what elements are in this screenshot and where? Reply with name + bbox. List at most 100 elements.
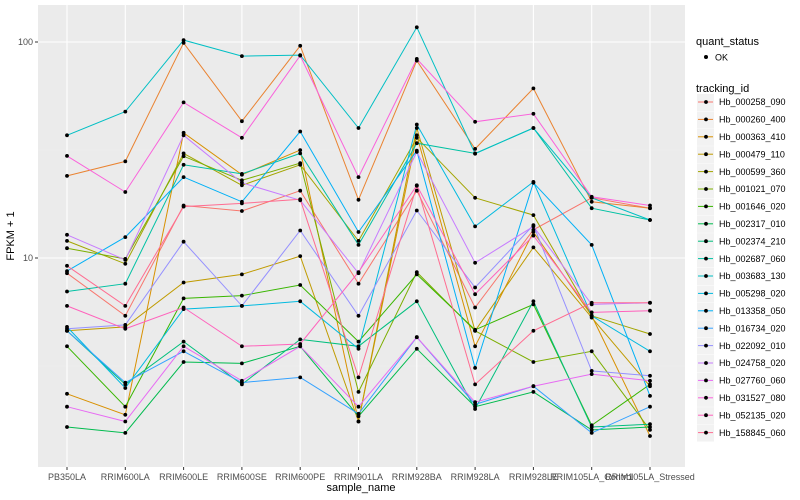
y-axis-title: FPKM + 1 (5, 211, 17, 260)
legend-key-point (704, 326, 708, 331)
data-point-Hb_000260_400 (589, 199, 594, 204)
legend-label: Hb_001021_070 (719, 184, 786, 194)
legend-label: Hb_016734_020 (719, 323, 786, 333)
data-point-Hb_000363_410 (473, 344, 477, 349)
data-point-Hb_001646_020 (298, 283, 303, 287)
data-point-Hb_000599_360 (65, 239, 69, 243)
data-point-Hb_022092_010 (298, 228, 303, 233)
data-point-Hb_027760_060 (181, 344, 186, 349)
data-point-Hb_158845_060 (589, 300, 594, 305)
legend-label: Hb_002374_210 (719, 236, 786, 246)
data-point-Hb_000363_410 (531, 230, 536, 234)
data-point-Hb_158845_060 (531, 328, 536, 333)
legend-label: Hb_158845_060 (719, 428, 786, 438)
data-point-Hb_013358_050 (123, 235, 128, 240)
data-point-Hb_000260_400 (356, 197, 361, 202)
data-point-Hb_031527_080 (531, 111, 536, 116)
legend-label: Hb_000599_360 (719, 167, 786, 177)
legend-key-point (704, 117, 708, 122)
legend-key-point (704, 413, 708, 418)
data-point-Hb_000260_400 (298, 43, 303, 48)
legend-key-point (704, 395, 708, 400)
data-point-Hb_002317_010 (589, 428, 594, 432)
data-point-Hb_000599_360 (648, 332, 652, 336)
data-point-Hb_001021_070 (648, 428, 652, 432)
legend-key-point (704, 134, 708, 139)
x-tick-label: RRIM600LE (159, 472, 208, 482)
data-point-Hb_031527_080 (240, 135, 244, 140)
legend-label: Hb_013358_050 (719, 306, 786, 316)
x-tick-label: RRIM600SE (217, 472, 267, 482)
data-point-Hb_001646_020 (648, 382, 652, 387)
data-point-Hb_001021_070 (356, 390, 361, 394)
data-point-Hb_000258_090 (473, 305, 477, 310)
data-point-Hb_052135_020 (531, 233, 536, 238)
data-point-Hb_031527_080 (298, 53, 303, 58)
legend-key-point (704, 256, 708, 261)
data-point-Hb_000363_410 (298, 148, 303, 153)
data-point-Hb_001646_020 (473, 327, 477, 332)
data-point-Hb_002687_060 (414, 141, 419, 146)
data-point-Hb_000479_110 (414, 126, 419, 130)
data-point-Hb_005298_020 (589, 313, 594, 318)
data-point-Hb_013358_050 (648, 394, 652, 398)
legend-key-point (704, 361, 708, 365)
data-point-Hb_000479_110 (298, 254, 303, 258)
data-point-Hb_000599_360 (123, 261, 128, 266)
legend-key-ok-point (704, 55, 708, 59)
data-point-Hb_002687_060 (181, 162, 186, 167)
x-axis-title: sample_name (326, 482, 395, 494)
data-point-Hb_027760_060 (240, 378, 244, 383)
data-point-Hb_024758_020 (473, 260, 477, 265)
data-point-Hb_001021_070 (589, 349, 594, 354)
data-point-Hb_005298_020 (414, 122, 419, 127)
data-point-Hb_016734_020 (298, 375, 303, 380)
data-point-Hb_003683_130 (240, 54, 244, 58)
data-point-Hb_027760_060 (589, 372, 594, 376)
data-point-Hb_001646_020 (65, 344, 69, 349)
data-point-Hb_016734_020 (589, 431, 594, 435)
legend-label: Hb_002687_060 (719, 254, 786, 264)
x-tick-label: RRIM901LA (334, 472, 383, 482)
data-point-Hb_031527_080 (65, 154, 69, 158)
data-point-Hb_158845_060 (65, 263, 69, 268)
data-point-Hb_002374_210 (473, 407, 477, 411)
data-point-Hb_002374_210 (298, 337, 303, 342)
data-point-Hb_027760_060 (414, 335, 419, 340)
data-point-Hb_000363_410 (648, 434, 652, 438)
data-point-Hb_031527_080 (473, 119, 477, 124)
data-point-Hb_031527_080 (414, 57, 419, 61)
legend: quant_status OK tracking_id Hb_000258_09… (696, 36, 786, 442)
x-tick-label: RRIM600PE (275, 472, 325, 482)
data-point-Hb_013358_050 (473, 366, 477, 370)
data-point-Hb_003683_130 (356, 126, 361, 130)
data-point-Hb_000479_110 (531, 245, 536, 250)
legend-key-point (704, 378, 708, 383)
data-point-Hb_022092_010 (240, 304, 244, 308)
data-point-Hb_000363_410 (123, 412, 128, 417)
data-point-Hb_002317_010 (414, 346, 419, 351)
data-point-Hb_013358_050 (531, 180, 536, 185)
data-point-Hb_024758_020 (65, 232, 69, 237)
data-point-Hb_001646_020 (531, 302, 536, 307)
data-point-Hb_005298_020 (298, 299, 303, 304)
data-point-Hb_002317_010 (240, 361, 244, 366)
legend-title-tracking-id: tracking_id (696, 83, 749, 95)
data-point-Hb_003683_130 (648, 218, 652, 222)
data-point-Hb_001646_020 (414, 272, 419, 277)
data-point-Hb_002687_060 (356, 243, 361, 247)
data-point-Hb_052135_020 (589, 310, 594, 315)
legend-key-point (704, 308, 708, 313)
data-point-Hb_022092_010 (473, 285, 477, 290)
x-tick-label: RRIM600LA (101, 472, 150, 482)
data-point-Hb_027760_060 (473, 400, 477, 405)
data-point-Hb_000479_110 (356, 419, 361, 424)
x-tick-label: RRIM928LE (509, 472, 558, 482)
data-point-Hb_052135_020 (65, 304, 69, 308)
data-point-Hb_000599_360 (414, 135, 419, 140)
data-point-Hb_002687_060 (240, 172, 244, 176)
data-point-Hb_158845_060 (123, 304, 128, 308)
legend-label: Hb_000479_110 (719, 149, 785, 159)
data-point-Hb_158845_060 (356, 375, 361, 380)
data-point-Hb_002374_210 (589, 425, 594, 429)
